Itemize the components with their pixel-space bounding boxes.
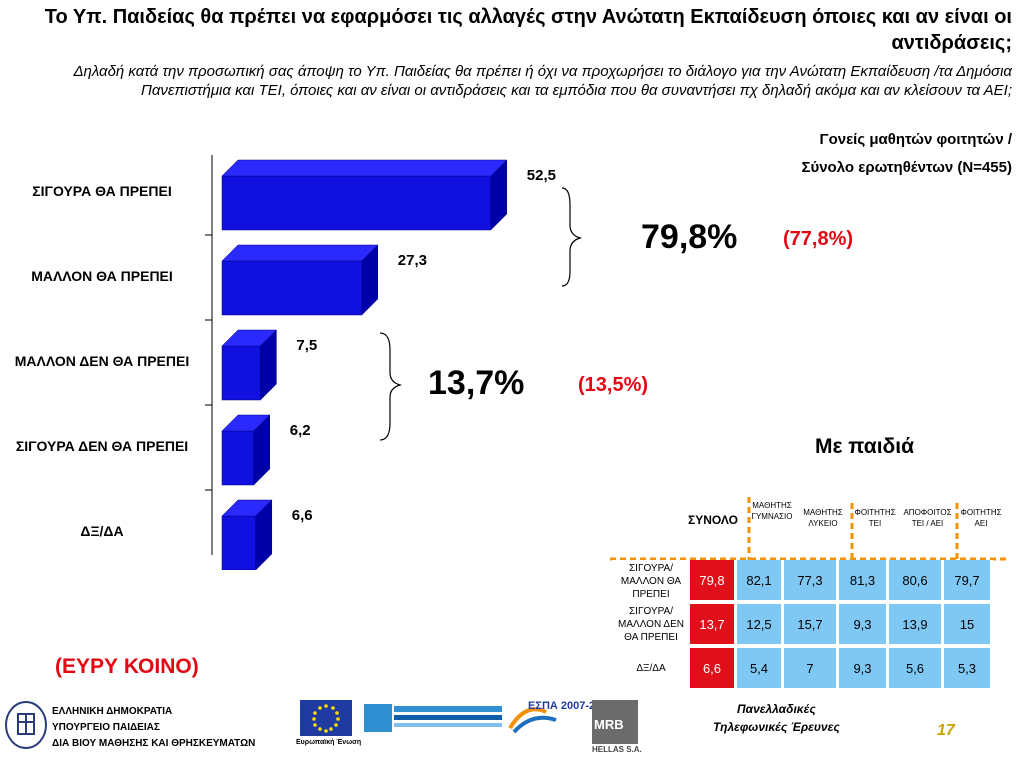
bar [221,244,379,316]
education-programme-logo-icon [364,704,502,732]
page-number: 17 [937,722,955,739]
table-row: ΣΙΓΟΥΡΑ/ ΜΑΛΛΟΝ ΘΑ ΠΡΕΠΕΙ 79,8 82,1 77,3… [612,560,993,604]
bar-value-label: 7,5 [296,337,317,354]
bar-side [260,329,277,401]
cell: 5,6 [887,646,944,692]
cell-total: 6,6 [690,646,737,692]
category-label: ΜΑΛΛΟΝ ΘΑ ΠΡΕΠΕΙ [31,268,173,284]
bracket-negative [379,332,403,441]
category-label: ΔΞ/ΔΑ [80,523,124,539]
ministry-text: ΕΛΛΗΝΙΚΗ ΔΗΜΟΚΡΑΤΙΑ ΥΠΟΥΡΓΕΙΟ ΠΑΙΔΕΙΑΣ Δ… [52,704,255,752]
cell: 81,3 [837,560,889,604]
cell-total: 13,7 [690,602,737,648]
group-negative-compare: (13,5%) [578,374,649,396]
bar-side [253,414,270,486]
bar-value-label: 6,6 [292,507,313,524]
category-label: ΣΙΓΟΥΡΑ ΘΑ ΠΡΕΠΕΙ [32,183,172,199]
eu-flag-icon [300,700,352,736]
bar [221,499,273,570]
group-positive-compare: (77,8%) [783,228,854,250]
cell: 9,3 [837,602,889,648]
cell: 12,5 [735,602,784,648]
bar-value-label: 52,5 [527,167,556,184]
bar [221,414,271,486]
bar-side [490,159,508,231]
table-header-gymnasio: ΜΑΘΗΤΗΣ ΓΥΜΝΑΣΙΟ [751,501,793,521]
category-label: ΣΙΓΟΥΡΑ ΔΕΝ ΘΑ ΠΡΕΠΕΙ [15,438,189,454]
bar [221,329,278,401]
greek-emblem-icon [5,701,47,749]
crosstab-table: ΣΙΓΟΥΡΑ/ ΜΑΛΛΟΝ ΘΑ ΠΡΕΠΕΙ 79,8 82,1 77,3… [612,560,993,692]
bar-side [255,499,273,570]
question-subtitle: Δηλαδή κατά την προσωπική σας άποψη το Υ… [73,63,1012,99]
page-title: Το Υπ. Παιδείας θα πρέπει να εφαρμόσει τ… [44,6,1012,54]
bar-front [221,345,261,401]
cell-total: 79,8 [690,560,737,604]
bar-top [221,159,508,177]
row-label: ΣΙΓΟΥΡΑ/ ΜΑΛΛΟΝ ΔΕΝ ΘΑ ΠΡΕΠΕΙ [612,602,690,646]
cell: 82,1 [735,560,784,604]
cell: 15 [942,602,993,648]
table-header-tei: ΦΟΙΤΗΤΗΣ ΤΕΙ [854,508,896,528]
gov-line-2: ΥΠΟΥΡΓΕΙΟ ΠΑΙΔΕΙΑΣ [52,722,160,733]
group-positive-pct: 79,8% [641,218,738,256]
bar-front [221,515,257,570]
cell: 9,3 [837,646,889,692]
eu-label: Ευρωπαϊκή Ένωση [296,739,362,746]
bar-value-label: 27,3 [398,252,427,269]
mrb-sub: HELLAS S.A. [592,745,642,754]
espa-logo-icon [508,707,557,734]
audience-line-1: Γονείς μαθητών φοιτητών / [819,131,1012,148]
table-guides [610,497,1008,561]
group-negative-pct: 13,7% [428,364,525,402]
bar-front [221,175,492,231]
table-row: ΣΙΓΟΥΡΑ/ ΜΑΛΛΟΝ ΔΕΝ ΘΑ ΠΡΕΠΕΙ 13,7 12,5 … [612,602,993,648]
table-header-total: ΣΥΝΟΛΟ [688,513,738,527]
cell: 79,7 [942,560,993,604]
table-header-lykeio: ΜΑΘΗΤΗΣ ΛΥΚΕΙΟ [803,508,843,528]
audience-note: Γονείς μαθητών φοιτητών / Σύνολο ερωτηθέ… [801,126,1012,182]
bar-chart: 52,5 27,3 7,5 6,2 6,6 [205,155,556,570]
gov-line-3: ΔΙΑ ΒΙΟΥ ΜΑΘΗΣΗΣ ΚΑΙ ΘΡΗΣΚΕΥΜΑΤΩΝ [52,738,256,749]
survey-line-2: Τηλεφωνικές Έρευνες [713,720,840,734]
bracket-positive [561,187,583,287]
category-label: ΜΑΛΛΟΝ ΔΕΝ ΘΑ ΠΡΕΠΕΙ [14,353,190,369]
bar-value-label: 6,2 [290,422,311,439]
cell: 80,6 [887,560,944,604]
mrb-label: MRB [594,717,624,732]
mrb-logo-icon [592,700,638,744]
audience-line-2: Σύνολο ερωτηθέντων (N=455) [801,159,1012,176]
table-header-apofoitos: ΑΠΟΦΟΙΤΟΣ ΤΕΙ / ΑΕΙ [903,508,952,528]
gov-line-1: ΕΛΛΗΝΙΚΗ ΔΗΜΟΚΡΑΤΙΑ [52,706,173,717]
row-label: ΣΙΓΟΥΡΑ/ ΜΑΛΛΟΝ ΘΑ ΠΡΕΠΕΙ [612,560,690,602]
cell: 5,4 [735,646,784,692]
cell: 77,3 [782,560,839,604]
table-title: Με παιδιά [815,435,915,458]
cell: 7 [782,646,839,692]
bar-top [221,244,379,262]
bar-side [361,244,379,316]
survey-type-text: Πανελλαδικές Τηλεφωνικές Έρευνες [713,700,840,736]
survey-line-1: Πανελλαδικές [737,702,816,716]
table-row: ΔΞ/ΔΑ 6,6 5,4 7 9,3 5,6 5,3 [612,646,993,692]
bar-front [221,260,363,316]
row-label: ΔΞ/ΔΑ [612,646,690,690]
cell: 5,3 [942,646,993,692]
bar-front [221,430,254,486]
table-header-aei: ΦΟΙΤΗΤΗΣ ΑΕΙ [960,508,1002,528]
cell: 15,7 [782,602,839,648]
cell: 13,9 [887,602,944,648]
audience-footnote: (ΕΥΡΥ ΚΟΙΝΟ) [55,655,199,678]
bar [221,159,508,231]
